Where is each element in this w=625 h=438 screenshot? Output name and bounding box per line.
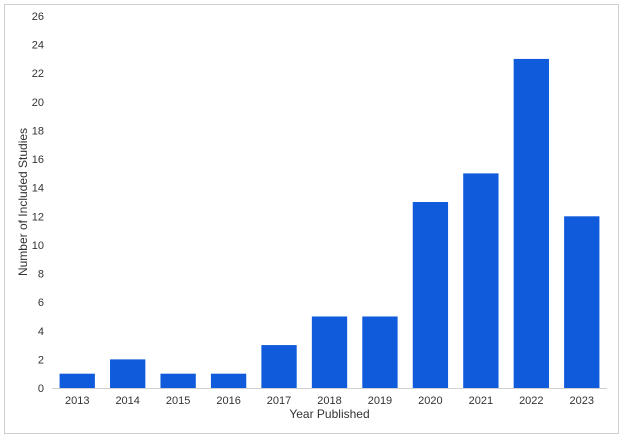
x-axis-title: Year Published (289, 407, 369, 421)
y-tick-label: 22 (32, 68, 44, 80)
bar-2017 (261, 345, 297, 388)
x-tick-label: 2020 (418, 395, 442, 407)
bar-2019 (362, 316, 398, 388)
bar-2014 (110, 359, 146, 388)
y-tick-label: 12 (32, 211, 44, 223)
y-tick-label: 14 (32, 183, 44, 195)
y-tick-label: 26 (32, 11, 44, 23)
x-tick-label: 2019 (368, 395, 392, 407)
bar-2018 (311, 316, 348, 388)
bar-2015 (160, 373, 196, 388)
x-tick-label: 2021 (469, 395, 493, 407)
y-tick-label: 20 (32, 97, 44, 109)
x-tick-label: 2015 (166, 395, 190, 407)
y-axis-title: Number of Included Studies (16, 128, 30, 276)
x-axis-ticks: 2013 2014 2015 2016 2017 2018 2019 2020 2021 2022… (65, 395, 594, 407)
bar-2013 (59, 373, 95, 388)
bar-2016 (210, 373, 247, 388)
y-tick-label: 2 (38, 354, 44, 366)
bar-2023 (564, 216, 600, 388)
x-tick-label: 2023 (570, 395, 594, 407)
y-tick-label: 8 (38, 269, 44, 281)
y-tick-label: 10 (32, 240, 44, 252)
bar-2020 (412, 202, 449, 388)
y-tick-label: 18 (32, 125, 44, 137)
y-tick-label: 16 (32, 154, 44, 166)
x-tick-label: 2018 (317, 395, 341, 407)
x-tick-label: 2022 (519, 395, 543, 407)
y-tick-label: 0 (38, 383, 44, 395)
y-tick-label: 6 (38, 297, 44, 309)
y-tick-label: 24 (32, 40, 44, 52)
x-tick-label: 2016 (216, 395, 240, 407)
x-tick-label: 2014 (115, 395, 139, 407)
x-tick-label: 2013 (65, 395, 89, 407)
bars (59, 58, 600, 389)
x-tick-label: 2017 (267, 395, 291, 407)
y-tick-label: 4 (38, 326, 44, 338)
bar-2022 (513, 58, 549, 389)
bar-2021 (463, 173, 499, 388)
